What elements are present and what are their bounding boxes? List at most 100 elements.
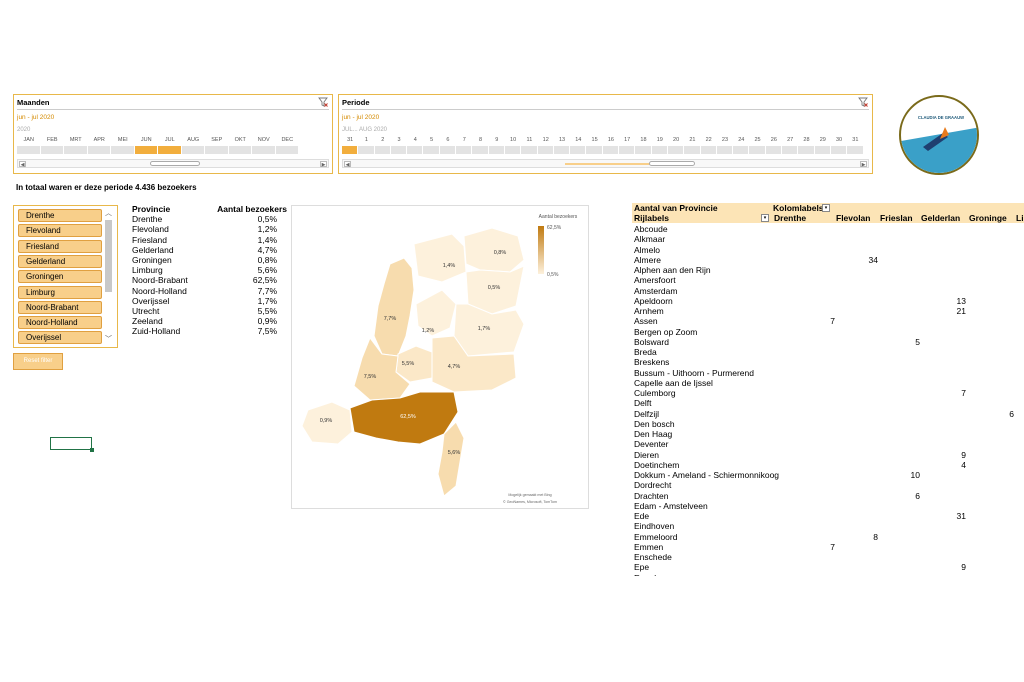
timeline-cell[interactable] bbox=[252, 146, 275, 154]
scroll-right-icon[interactable]: ▶ bbox=[320, 161, 327, 168]
timeline-cell[interactable] bbox=[275, 146, 298, 154]
netherlands-map[interactable]: 0,8% 1,4% 0,5% 7,7% 1,2% 1,7% 5,5% 4,7% … bbox=[291, 205, 589, 509]
slicer-item-limburg[interactable]: Limburg bbox=[18, 285, 102, 299]
period-scrollbar[interactable]: ◀ ▶ bbox=[342, 159, 869, 168]
pivot-row[interactable]: Delft bbox=[632, 398, 1024, 408]
pivot-row[interactable]: Drachten 6 bbox=[632, 491, 1024, 501]
pivot-row[interactable]: Breskens bbox=[632, 357, 1024, 367]
months-scrollbar[interactable]: ◀ ▶ bbox=[17, 159, 329, 168]
timeline-cell[interactable] bbox=[602, 146, 619, 154]
pivot-row[interactable]: Abcoude bbox=[632, 224, 1024, 234]
pivot-row[interactable]: Deventer bbox=[632, 439, 1024, 449]
slicer-item-groningen[interactable]: Groningen bbox=[18, 270, 102, 284]
scroll-right-icon[interactable]: ▶ bbox=[860, 161, 867, 168]
scroll-thumb[interactable] bbox=[105, 220, 112, 292]
timeline-cell[interactable] bbox=[181, 146, 204, 154]
pivot-row[interactable]: Delfzijl 6 bbox=[632, 409, 1024, 419]
timeline-cell[interactable] bbox=[586, 146, 602, 154]
pivot-row[interactable]: Den bosch bbox=[632, 419, 1024, 429]
timeline-cell[interactable] bbox=[521, 146, 537, 154]
pivot-row[interactable]: Eindhoven bbox=[632, 521, 1024, 531]
timeline-cell[interactable] bbox=[570, 146, 586, 154]
period-timeline[interactable]: Periode jun - jul 2020 JUL... AUG 2020 3… bbox=[338, 94, 873, 174]
column-filter-icon[interactable]: ▾ bbox=[822, 204, 830, 212]
timeline-cell[interactable] bbox=[651, 146, 667, 154]
period-level[interactable]: JUL... AUG 2020 bbox=[342, 127, 388, 133]
pivot-row[interactable]: Doetinchem 4 bbox=[632, 460, 1024, 470]
timeline-cell[interactable] bbox=[134, 146, 157, 154]
timeline-cell[interactable] bbox=[488, 146, 504, 154]
map-region-limburg[interactable] bbox=[437, 421, 465, 497]
timeline-cell[interactable] bbox=[205, 146, 228, 154]
pivot-row[interactable]: Amsterdam bbox=[632, 286, 1024, 296]
pivot-row[interactable]: Bolsward 5 bbox=[632, 337, 1024, 347]
pivot-row[interactable]: Almere 34 bbox=[632, 255, 1024, 265]
pivot-row[interactable]: Capelle aan de Ijssel bbox=[632, 378, 1024, 388]
timeline-cell[interactable] bbox=[814, 146, 830, 154]
pivot-row[interactable]: Emmen 7 bbox=[632, 542, 1024, 552]
timeline-cell[interactable] bbox=[87, 146, 110, 154]
timeline-cell[interactable] bbox=[667, 146, 684, 154]
timeline-cell[interactable] bbox=[765, 146, 782, 154]
timeline-cell[interactable] bbox=[504, 146, 521, 154]
pivot-row[interactable]: Dieren 9 bbox=[632, 450, 1024, 460]
slicer-item-noord-brabant[interactable]: Noord-Brabant bbox=[18, 300, 102, 314]
slicer-item-overijssel[interactable]: Overijssel bbox=[18, 331, 102, 345]
timeline-cell[interactable] bbox=[111, 146, 134, 154]
map-region-noord-brabant[interactable] bbox=[349, 391, 459, 445]
map-region-gelderland[interactable] bbox=[431, 335, 517, 393]
pivot-row[interactable]: Den Haag bbox=[632, 429, 1024, 439]
timeline-cell[interactable] bbox=[358, 146, 374, 154]
pivot-row[interactable]: Culemborg 7 bbox=[632, 388, 1024, 398]
timeline-cell[interactable] bbox=[847, 146, 863, 154]
timeline-cell[interactable] bbox=[390, 146, 407, 154]
chevron-up-icon[interactable]: ︿ bbox=[105, 210, 112, 217]
pivot-row[interactable]: Emmeloord 8 bbox=[632, 532, 1024, 542]
scroll-left-icon[interactable]: ◀ bbox=[344, 161, 351, 168]
map-region-flevoland[interactable] bbox=[415, 289, 457, 337]
timeline-cell[interactable] bbox=[407, 146, 423, 154]
scroll-thumb[interactable] bbox=[649, 161, 695, 166]
months-level[interactable]: 2020 bbox=[17, 127, 31, 133]
timeline-cell[interactable] bbox=[619, 146, 635, 154]
pivot-row[interactable]: Almelo bbox=[632, 245, 1024, 255]
timeline-cell[interactable] bbox=[830, 146, 847, 154]
timeline-cell[interactable] bbox=[782, 146, 798, 154]
slicer-item-flevoland[interactable]: Flevoland bbox=[18, 224, 102, 238]
row-filter-icon[interactable]: ▾ bbox=[761, 214, 769, 222]
timeline-cell[interactable] bbox=[733, 146, 749, 154]
pivot-row[interactable]: Bergen op Zoom bbox=[632, 327, 1024, 337]
pivot-row[interactable]: Bussum - Uithoorn - Purmerend bbox=[632, 368, 1024, 378]
timeline-cell[interactable] bbox=[439, 146, 456, 154]
map-region-zuid-holland[interactable] bbox=[353, 336, 411, 401]
timeline-cell[interactable] bbox=[17, 146, 40, 154]
pivot-row[interactable]: Amersfoort bbox=[632, 275, 1024, 285]
pivot-row[interactable]: Arnhem 21 bbox=[632, 306, 1024, 316]
slicer-item-noord-holland[interactable]: Noord-Holland bbox=[18, 316, 102, 330]
months-timeline[interactable]: Maanden jun - jul 2020 2020 JAN FEB MRT APR… bbox=[13, 94, 333, 174]
timeline-cell[interactable] bbox=[472, 146, 488, 154]
slicer-item-drenthe[interactable]: Drenthe bbox=[18, 209, 102, 222]
timeline-cell[interactable] bbox=[158, 146, 181, 154]
map-region-friesland[interactable] bbox=[413, 233, 467, 283]
pivot-row[interactable]: Enschede bbox=[632, 552, 1024, 562]
slicer-scrollbar[interactable]: ︿ ﹀ bbox=[104, 209, 113, 345]
months-bar[interactable] bbox=[17, 146, 299, 154]
pivot-row[interactable]: Apeldoorn 13 bbox=[632, 296, 1024, 306]
timeline-cell[interactable] bbox=[374, 146, 390, 154]
timeline-cell[interactable] bbox=[40, 146, 63, 154]
pivot-row[interactable]: Edam - Amstelveen bbox=[632, 501, 1024, 511]
timeline-cell[interactable] bbox=[716, 146, 733, 154]
reset-filter-button[interactable]: Reset filter bbox=[13, 353, 63, 370]
pivot-row[interactable]: Alkmaar bbox=[632, 234, 1024, 244]
clear-filter-icon[interactable] bbox=[318, 97, 328, 107]
scroll-thumb[interactable] bbox=[150, 161, 200, 166]
scroll-left-icon[interactable]: ◀ bbox=[19, 161, 26, 168]
pivot-row[interactable]: Dordrecht bbox=[632, 480, 1024, 490]
timeline-cell[interactable] bbox=[553, 146, 570, 154]
timeline-cell[interactable] bbox=[749, 146, 765, 154]
map-region-noord-holland[interactable] bbox=[373, 257, 415, 357]
timeline-cell[interactable] bbox=[684, 146, 700, 154]
slicer-item-gelderland[interactable]: Gelderland bbox=[18, 254, 102, 268]
pivot-row[interactable]: Ede 31 bbox=[632, 511, 1024, 521]
